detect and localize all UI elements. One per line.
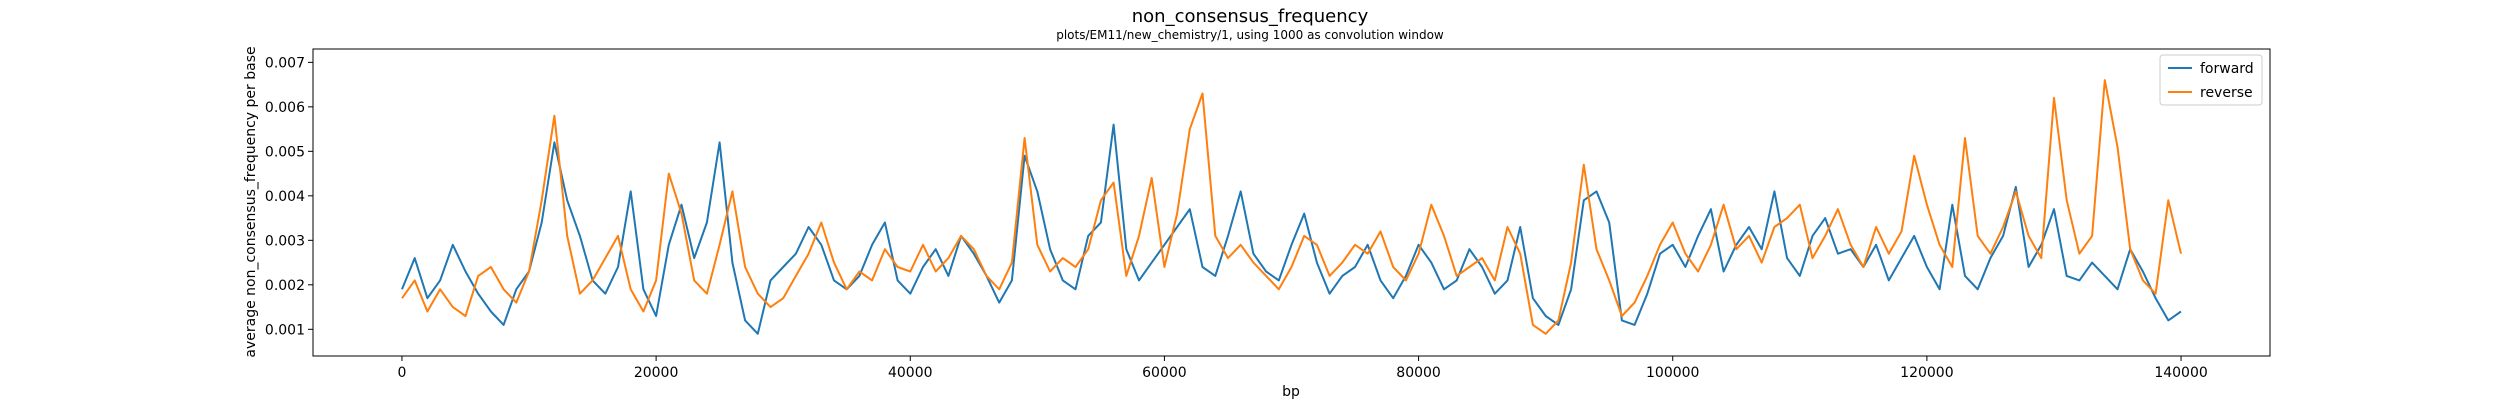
y-tick-label: 0.002: [265, 278, 305, 294]
series-layer: [401, 79, 2182, 335]
x-tick-label: 20000: [634, 365, 679, 381]
x-tick-label: 60000: [1142, 365, 1187, 381]
plot-area: [312, 48, 2271, 357]
chart-subtitle: plots/EM11/new_chemistry/1, using 1000 a…: [1056, 28, 1444, 42]
x-tick-label: 100000: [1646, 365, 1699, 381]
legend: forward reverse: [2159, 54, 2263, 106]
axes-frame: [312, 48, 2271, 357]
legend-label-forward: forward: [2200, 61, 2254, 77]
x-tick-label: 140000: [2154, 365, 2207, 381]
chart-title: non_consensus_frequency: [1132, 6, 1369, 27]
x-tick-label: 0: [397, 365, 406, 381]
y-tick-label: 0.001: [265, 322, 305, 338]
legend-label-reverse: reverse: [2200, 85, 2253, 101]
y-axis-ticks: 0.001 0.002 0.003 0.004 0.005 0.006 0.007: [265, 55, 313, 338]
y-tick-label: 0.006: [265, 100, 305, 116]
y-tick-label: 0.007: [265, 55, 305, 71]
y-tick-label: 0.004: [265, 189, 305, 205]
x-tick-label: 120000: [1900, 365, 1953, 381]
x-tick-label: 80000: [1396, 365, 1441, 381]
x-axis-ticks: 0 20000 40000 60000 80000 100000 120000 140000: [397, 356, 2208, 381]
y-tick-label: 0.003: [265, 233, 305, 249]
series-line-forward: [401, 123, 2182, 335]
series-line-reverse: [401, 79, 2182, 335]
x-axis-label: bp: [1282, 384, 1300, 400]
x-tick-label: 40000: [888, 365, 933, 381]
y-tick-label: 0.005: [265, 144, 305, 160]
y-axis-label: average non_consensus_frequency per base: [243, 46, 259, 357]
